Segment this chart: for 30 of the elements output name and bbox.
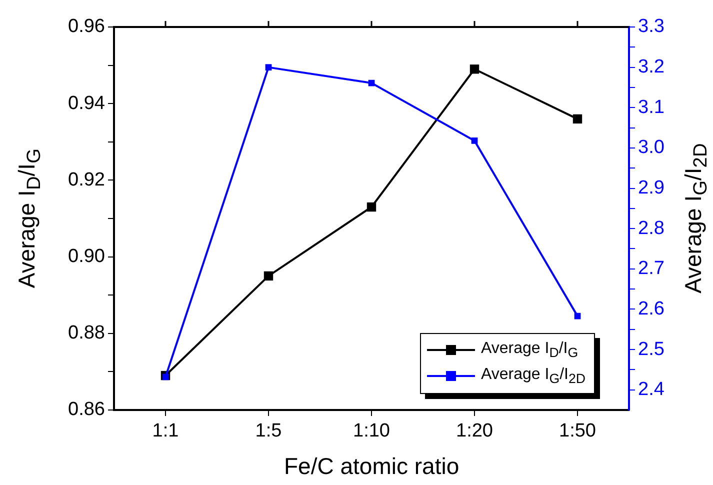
y-tick-label: 0.86 [68,399,105,420]
y2-tick-label: 2.6 [638,298,664,320]
y2-tick-label: 3.2 [638,56,664,78]
point [264,271,274,281]
point [265,64,272,70]
y2-tick-label: 3.3 [638,16,664,38]
point [366,202,376,212]
point [572,114,582,124]
y2-tick-label: 2.5 [638,338,664,360]
x-tick-label: 1:20 [456,420,493,442]
y2-tick-label: 2.9 [638,178,664,198]
y-tick-label: 0.92 [68,169,105,190]
x-tick-label: 1:1 [152,420,179,442]
x-tick-label: 1:5 [255,420,282,442]
legend-label: Average I$_{D}$/I$_{G}$ [481,340,578,360]
point [470,64,480,74]
y-tick-label: 0.94 [68,92,106,114]
x-tick-label: 1:50 [559,420,596,442]
legend-label: Average I$_{G}$/I$_{2D}$ [481,366,586,386]
y2-tick-label: 2.4 [638,379,665,400]
y-tick-label: 0.90 [68,246,105,268]
y2-tick-label: 3.0 [638,137,664,158]
y-tick-label: 0.96 [68,16,105,38]
y2-tick-label: 3.1 [638,96,664,118]
y-tick-label: 0.88 [68,322,105,344]
x-axis-title: Fe/C atomic ratio [284,452,460,480]
y2-tick-label: 2.7 [638,258,664,280]
y2-tick-label: 2.8 [638,218,664,239]
x-tick-label: 1:10 [353,420,390,442]
point [471,138,478,144]
